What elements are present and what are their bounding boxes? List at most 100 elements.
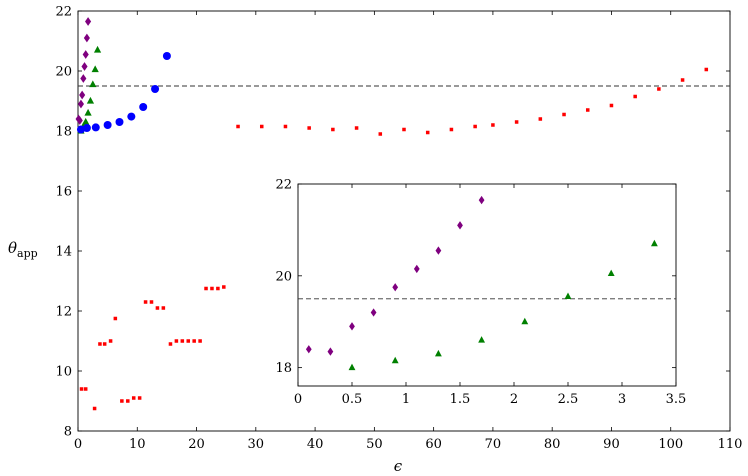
main-point-circle <box>103 121 112 129</box>
inset-y-tick-label: 18 <box>275 361 292 376</box>
main-x-tick-label: 80 <box>544 437 561 452</box>
main-point-square <box>354 126 359 130</box>
main-y-tick-label: 12 <box>55 305 72 320</box>
main-point-square <box>514 120 519 124</box>
main-point-diamond <box>80 74 87 83</box>
inset-plot: 0 0.5 1 1.5 2 2.5 3 3.5 18 20 22 <box>275 178 686 408</box>
inset-point-triangle <box>391 356 399 364</box>
main-x-tick-label: 70 <box>485 437 502 452</box>
main-point-square <box>538 117 543 121</box>
main-point-square <box>307 126 311 130</box>
inset-point-triangle <box>650 239 658 247</box>
main-point-square <box>155 306 160 310</box>
main-x-tick-label: 100 <box>658 437 683 452</box>
main-point-square <box>143 300 148 304</box>
main-point-circle <box>115 118 124 126</box>
inset-point-diamond <box>478 195 485 205</box>
main-y-tick-label: 14 <box>55 245 72 260</box>
main-y-tick-label: 22 <box>55 5 72 20</box>
y-axis-label: θapp <box>8 239 38 260</box>
main-point-square <box>126 399 130 403</box>
main-point-square <box>79 387 84 391</box>
main-y-tick-label: 8 <box>64 425 72 440</box>
main-series-square <box>79 67 709 411</box>
main-point-square <box>186 339 191 343</box>
main-y-tick-label: 18 <box>55 125 72 140</box>
inset-point-diamond <box>370 308 377 317</box>
inset-series-triangle <box>348 239 658 371</box>
main-point-square <box>425 130 430 135</box>
main-series-diamond <box>75 17 92 125</box>
inset-point-triangle <box>607 269 615 277</box>
inset-point-diamond <box>457 221 463 230</box>
inset-x-tick-label: 3 <box>618 392 626 407</box>
main-point-square <box>168 342 173 346</box>
main-x-tick-label: 50 <box>366 437 383 452</box>
inset-x-tick-label: 2.5 <box>558 392 579 407</box>
y-axis-label-subscript: app <box>17 247 38 260</box>
inset-point-diamond <box>413 264 420 274</box>
inset-point-diamond <box>392 283 399 292</box>
main-x-tick-label: 30 <box>248 437 265 452</box>
main-point-square <box>473 124 477 129</box>
inset-y-tick-label: 20 <box>275 269 292 284</box>
main-x-tick-label: 40 <box>307 437 324 452</box>
main-point-diamond <box>81 62 88 71</box>
main-point-square <box>192 339 196 343</box>
main-point-circle <box>151 85 160 93</box>
main-point-square <box>180 339 185 343</box>
main-point-circle <box>139 103 148 111</box>
main-point-square <box>491 123 495 127</box>
main-point-square <box>562 112 566 117</box>
main-point-square <box>216 286 220 291</box>
main-point-diamond <box>85 17 92 26</box>
main-point-square <box>402 127 406 132</box>
inset-point-diamond <box>349 322 355 331</box>
main-point-triangle <box>89 80 97 88</box>
inset-point-triangle <box>348 363 356 371</box>
main-x-tick-label: 60 <box>425 437 442 452</box>
main-y-tick-label: 10 <box>55 365 72 380</box>
main-point-square <box>149 300 154 304</box>
main-point-circle <box>82 124 91 132</box>
inset-point-diamond <box>435 246 442 255</box>
main-point-diamond <box>77 99 85 109</box>
main-point-circle <box>127 112 136 121</box>
main-point-diamond <box>83 33 90 43</box>
main-point-square <box>131 396 136 400</box>
x-axis-label: ϵ <box>394 457 403 475</box>
inset-point-triangle <box>434 349 442 357</box>
main-point-square <box>585 108 590 112</box>
main-point-square <box>680 78 685 82</box>
main-x-tick-label: 110 <box>718 437 743 452</box>
inset-point-triangle <box>521 317 529 325</box>
inset-points <box>305 195 658 371</box>
main-points <box>75 17 709 411</box>
main-point-diamond <box>76 116 83 125</box>
main-point-square <box>210 286 214 291</box>
main-y-tick-label: 16 <box>55 185 72 200</box>
main-point-square <box>236 124 240 129</box>
main-x-tick-label: 10 <box>129 437 146 452</box>
inset-x-tick-label: 0.5 <box>342 392 363 407</box>
main-point-square <box>609 103 614 108</box>
main-point-square <box>102 342 107 346</box>
main-point-square <box>174 339 179 343</box>
main-point-square <box>113 316 118 321</box>
inset-frame <box>297 183 677 387</box>
inset-x-tick-label: 0 <box>294 392 302 407</box>
main-point-diamond <box>82 50 89 59</box>
main-point-circle <box>162 52 171 60</box>
main-point-triangle <box>82 117 90 125</box>
main-point-square <box>198 339 202 343</box>
inset-point-triangle <box>564 292 572 299</box>
main-point-square <box>259 124 264 129</box>
main-x-tick-label: 90 <box>603 437 620 452</box>
inset-x-tick-label: 1 <box>402 392 410 407</box>
main-point-triangle <box>91 65 99 73</box>
main-point-square <box>222 285 226 289</box>
main-series-circle <box>76 52 171 134</box>
main-point-square <box>657 87 661 91</box>
main-point-square <box>137 396 142 400</box>
